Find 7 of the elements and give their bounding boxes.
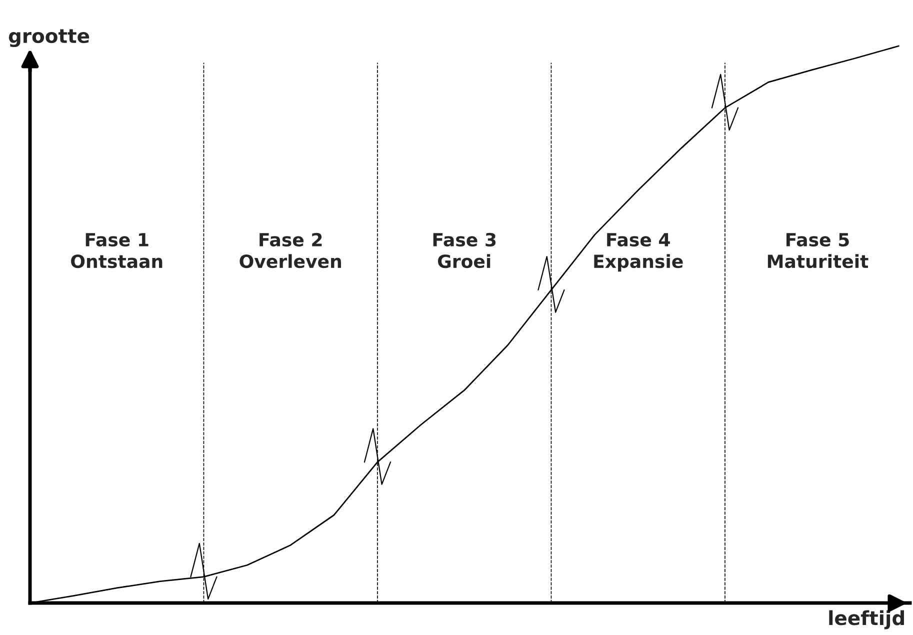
annotation: Fase 1 Ontstaan: [71, 233, 162, 268]
annotation: Fase 4 Expansie: [594, 233, 683, 272]
annotation: Fase 3 Groei: [433, 232, 496, 268]
annotation: Fase 2 Overleven: [240, 232, 341, 268]
x-axis-title: leeftijd: [829, 610, 904, 630]
y-axis-title: grootte: [8, 29, 90, 48]
annotation: Fase 5 Maturiteit: [768, 233, 868, 268]
